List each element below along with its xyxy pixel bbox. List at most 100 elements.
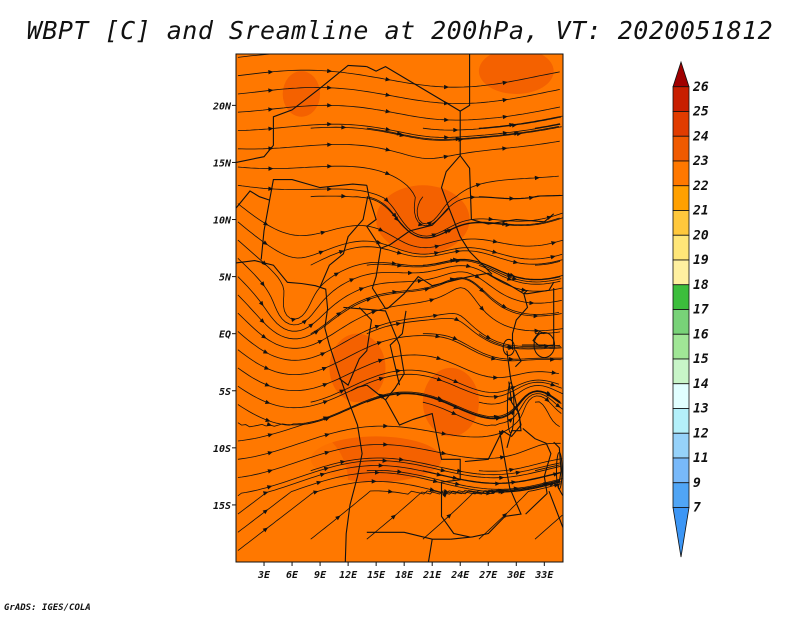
x-tick-label: 9E — [314, 570, 327, 581]
streamline-arrow — [258, 300, 264, 307]
streamline-arrow — [317, 339, 323, 345]
streamline-arrow — [510, 386, 516, 391]
colorbar: 26 25 24 23 22 21 20 19 18 17 16 15 14 13 12 11 9 7 — [672, 60, 709, 558]
colorbar-segment — [672, 432, 690, 459]
country-border — [523, 282, 555, 295]
country-border — [464, 350, 522, 463]
streamline-arrow — [429, 487, 435, 492]
streamline-arrow — [444, 100, 450, 106]
streamline-arrow — [268, 146, 274, 151]
streamline-arrow — [349, 278, 355, 283]
country-border — [459, 155, 555, 225]
wbpt-field — [236, 54, 563, 562]
streamline-arrow — [264, 382, 271, 387]
colorbar-segment — [672, 259, 690, 286]
streamline-arrow — [454, 481, 461, 486]
streamline — [478, 385, 563, 405]
streamline-arrow — [499, 431, 505, 436]
field-patch-warm — [329, 333, 386, 403]
streamline-arrow — [322, 383, 328, 388]
streamline-arrow — [371, 479, 377, 484]
streamline-arrow — [508, 357, 514, 362]
streamline-arrow — [495, 481, 501, 486]
streamline — [478, 483, 562, 540]
streamline-arrow — [492, 239, 499, 244]
streamline — [478, 264, 561, 285]
streamline-arrow — [502, 130, 508, 136]
streamline-arrow — [390, 514, 397, 520]
x-tick-label: 33E — [534, 570, 554, 581]
streamline-arrow — [385, 92, 391, 97]
streamline — [310, 481, 562, 540]
x-tick-label: 15E — [367, 570, 386, 581]
chart-title: WBPT [C] and Sreamline at 200hPa, VT: 20… — [26, 16, 774, 45]
streamline-arrow — [507, 344, 513, 349]
streamline — [237, 258, 563, 326]
country-border — [459, 54, 471, 112]
streamline-arrow — [434, 244, 440, 249]
y-tick-label: 10N — [213, 216, 232, 227]
streamline-arrow — [502, 80, 508, 86]
streamline — [237, 390, 561, 426]
streamline-arrow — [378, 227, 384, 232]
colorbar-segment — [672, 234, 690, 261]
colorbar-label: 16 — [693, 327, 709, 342]
streamline-arrow — [551, 370, 557, 375]
streamline-arrow — [395, 321, 402, 327]
streamline-arrow — [426, 221, 433, 226]
streamline — [237, 354, 559, 391]
streamline-arrow — [432, 478, 439, 484]
streamline-arrow — [393, 216, 399, 222]
streamline — [534, 261, 561, 266]
streamline — [237, 373, 562, 409]
streamline — [237, 312, 561, 361]
streamline-arrow — [327, 164, 333, 169]
streamline-arrow — [396, 391, 402, 397]
colorbar-segment — [672, 86, 690, 112]
lake-outline — [555, 451, 563, 490]
streamline-arrow — [358, 287, 365, 292]
colorbar-segment — [672, 482, 690, 508]
streamline — [310, 277, 560, 335]
colorbar-segment — [672, 457, 690, 484]
colorbar-label: 23 — [692, 154, 709, 169]
colorbar-segment — [672, 135, 690, 162]
colorbar-label: 17 — [693, 303, 709, 318]
streamline — [422, 333, 563, 360]
streamline-arrow — [322, 400, 329, 405]
x-tick-label: 27E — [478, 570, 498, 581]
streamline-arrow — [266, 422, 273, 427]
colorbar-extend-bottom — [672, 507, 690, 558]
streamline-arrow — [333, 272, 340, 277]
country-border — [522, 427, 552, 515]
streamline-arrow — [391, 212, 397, 218]
streamline — [237, 465, 561, 515]
country-border — [366, 65, 461, 209]
streamline-arrow — [383, 197, 389, 203]
streamline-arrow — [514, 131, 520, 136]
streamline-arrow — [263, 491, 269, 496]
streamline — [310, 369, 560, 403]
colorbar-segment — [672, 185, 690, 211]
streamline-arrow — [465, 263, 472, 268]
country-border — [319, 196, 369, 288]
streamline-arrow — [509, 122, 515, 128]
streamline-arrow — [398, 457, 405, 462]
streamline-arrow — [308, 323, 314, 329]
streamline-arrow — [262, 349, 269, 354]
streamline — [416, 175, 559, 225]
streamline-arrow — [318, 250, 324, 255]
streamline-arrow — [264, 399, 271, 405]
streamline — [534, 123, 560, 129]
streamline-arrow — [436, 395, 443, 401]
colorbar-label: 26 — [692, 80, 709, 95]
x-tick-label: 6E — [286, 570, 299, 581]
streamline-arrow — [502, 114, 508, 120]
streamline-arrow — [301, 319, 308, 325]
colorbar-segment — [672, 160, 690, 187]
streamline-arrow — [396, 250, 403, 255]
streamline-arrow — [391, 261, 397, 266]
streamline-arrow — [485, 334, 492, 339]
colorbar-label: 25 — [692, 105, 709, 120]
